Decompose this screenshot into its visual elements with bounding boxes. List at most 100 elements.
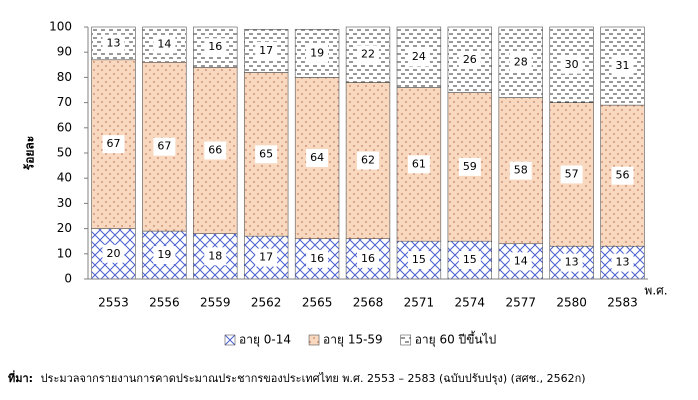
value-label: 16 [208,40,222,53]
value-label: 13 [616,256,630,269]
legend-swatch [400,334,412,346]
value-label-box [255,145,278,164]
value-label: 59 [463,160,477,173]
x-tick-label: 2565 [302,296,333,310]
value-label-box [357,151,379,170]
value-label-box [407,251,430,270]
value-label-box [357,249,379,268]
value-label-box [102,135,125,154]
legend-label: อายุ 15-59 [323,333,383,348]
value-label-box [560,55,583,74]
value-label-box [306,149,329,168]
value-label: 16 [310,252,324,265]
legend-swatch [224,334,236,346]
value-label: 56 [616,169,630,182]
y-tick-label: 50 [57,146,72,160]
value-label: 26 [463,53,477,66]
y-tick-label: 30 [57,196,72,210]
x-tick-label: 2580 [556,296,587,310]
x-tick-label: 2559 [200,296,231,310]
y-tick-label: 10 [57,246,72,260]
value-label-box [306,44,329,63]
y-tick-label: 60 [57,120,72,134]
value-label: 66 [208,143,222,156]
y-tick-label: 80 [57,70,72,84]
value-label: 58 [514,164,528,177]
legend-swatch [308,334,320,346]
value-label: 22 [361,48,375,61]
bar-segment [294,238,340,280]
x-tick-label: 2553 [98,296,129,310]
y-tick-label: 20 [57,221,72,235]
value-label: 57 [565,167,579,180]
value-label: 20 [106,247,120,260]
value-label: 13 [565,256,579,269]
value-label-box [357,45,379,64]
value-label: 16 [361,252,375,265]
value-label-box [509,53,532,72]
source-label: ที่มา: [8,370,33,385]
value-label: 24 [412,50,426,63]
value-label-box [255,41,278,60]
value-label: 19 [157,248,171,261]
value-label: 17 [259,251,273,264]
value-label-box [306,249,329,268]
x-axis-label: พ.ศ. [644,284,667,298]
value-label-box [509,252,532,271]
value-label: 31 [616,59,630,72]
value-label-box [611,253,634,272]
y-tick-label: 40 [57,171,72,185]
x-tick-label: 2577 [505,296,536,310]
y-tick-label: 90 [57,45,72,59]
value-label-box [560,165,583,184]
value-label: 64 [310,151,324,164]
value-label: 67 [106,137,120,150]
value-label: 13 [106,36,120,49]
value-label-box [255,248,278,267]
value-label-box [611,57,634,76]
x-tick-label: 2562 [251,296,282,310]
value-label: 30 [565,58,579,71]
value-label-box [458,251,481,270]
value-label-box [102,34,125,53]
value-label-box [204,141,227,160]
legend-label: อายุ 60 ปีขึ้นไป [415,331,497,348]
value-label-box [204,247,227,266]
value-label: 65 [259,147,273,160]
y-tick-label: 0 [64,272,72,286]
value-label-box [407,155,430,174]
x-tick-label: 2583 [607,296,638,310]
value-label: 15 [463,253,477,266]
value-label-box [153,246,176,265]
y-tick-label: 100 [49,20,72,34]
value-label: 15 [412,253,426,266]
value-label: 67 [157,140,171,153]
value-label-box [102,244,125,263]
value-label-box [153,35,176,54]
source-text: ประมวลจากรายงานการคาดประมาณประชากรของประ… [41,372,586,385]
value-label: 17 [259,44,273,57]
source-note: ที่มา: ประมวลจากรายงานการคาดประมาณประชาก… [8,370,586,385]
y-tick-label: 70 [57,95,72,109]
value-label: 14 [514,254,528,267]
x-tick-label: 2568 [353,296,384,310]
value-label: 18 [208,249,222,262]
value-label: 62 [361,154,375,167]
value-label-box [153,137,176,156]
value-label: 19 [310,46,324,59]
legend-label: อายุ 0-14 [239,333,291,348]
y-axis-label: ร้อยละ [23,136,37,170]
value-label: 28 [514,55,528,68]
value-label-box [509,161,532,180]
value-label: 61 [412,157,426,170]
value-label-box [560,253,583,272]
x-tick-label: 2574 [455,296,486,310]
value-label-box [458,50,481,69]
value-label-box [611,166,634,185]
x-tick-label: 2556 [149,296,180,310]
value-label-box [204,38,227,57]
x-tick-label: 2571 [404,296,435,310]
value-label: 14 [157,38,171,51]
value-label-box [458,157,481,176]
